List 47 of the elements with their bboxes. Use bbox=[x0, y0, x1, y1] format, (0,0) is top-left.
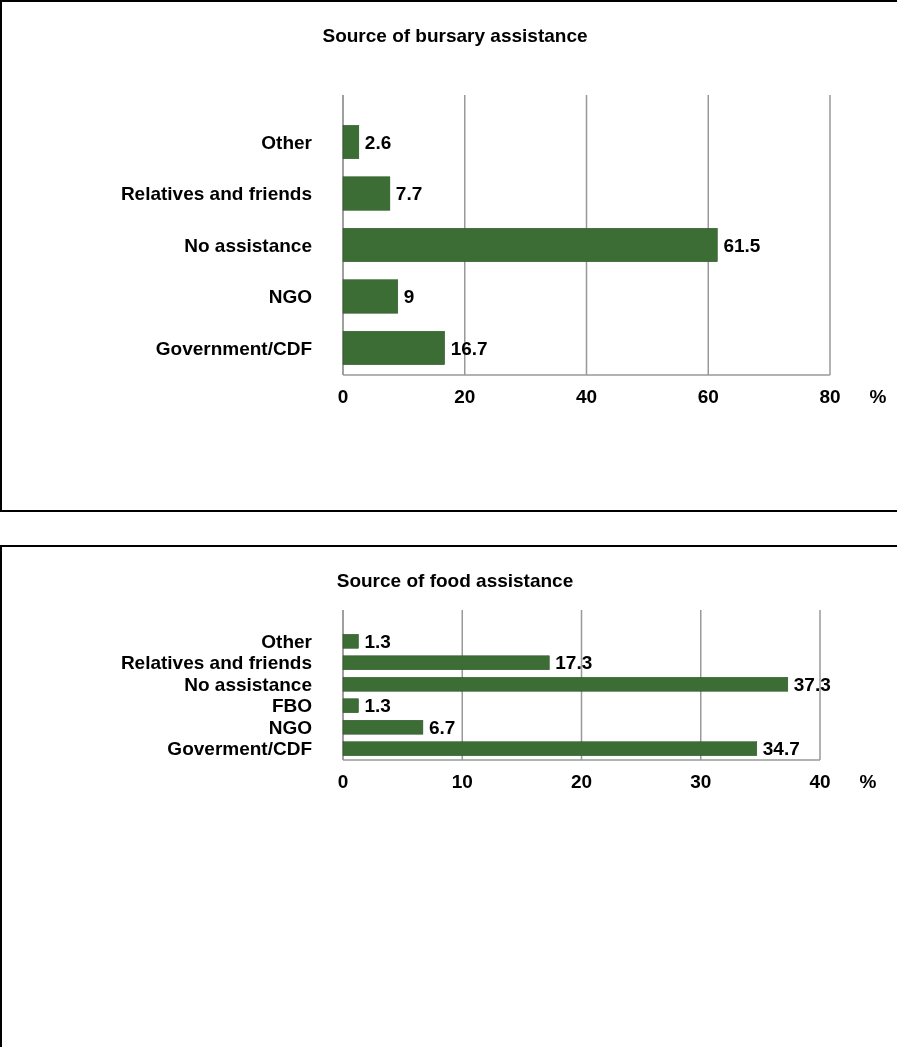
bar bbox=[342, 125, 360, 160]
x-tick-label: 10 bbox=[451, 771, 473, 792]
data-label: 16.7 bbox=[450, 337, 488, 359]
x-tick-label: 60 bbox=[697, 386, 719, 407]
bar bbox=[342, 677, 789, 692]
bar bbox=[342, 698, 359, 713]
data-label: 61.5 bbox=[723, 234, 761, 256]
data-label: 34.7 bbox=[762, 738, 800, 760]
y-tick-label: FBO bbox=[271, 695, 312, 717]
y-tick-label: Other bbox=[261, 630, 313, 652]
y-tick-label: Relatives and friends bbox=[120, 183, 312, 205]
bar bbox=[342, 634, 359, 649]
x-tick-label: 0 bbox=[337, 771, 349, 792]
data-label: 6.7 bbox=[428, 716, 456, 738]
y-tick-label: Other bbox=[261, 131, 313, 153]
x-tick-label: 0 bbox=[337, 386, 349, 407]
data-label: 17.3 bbox=[555, 652, 593, 674]
data-label: 1.3 bbox=[364, 695, 391, 717]
y-tick-label: Government/CDF bbox=[155, 337, 312, 359]
x-tick-label: 80 bbox=[819, 386, 841, 407]
y-tick-label: NGO bbox=[268, 716, 312, 738]
y-tick-label: Relatives and friends bbox=[120, 652, 312, 674]
y-tick-label: NGO bbox=[268, 286, 312, 308]
x-tick-label: 40 bbox=[575, 386, 598, 407]
x-tick-label: 30 bbox=[690, 771, 712, 792]
data-label: 7.7 bbox=[395, 183, 423, 205]
data-label: 9 bbox=[403, 286, 415, 308]
bar bbox=[342, 176, 391, 211]
bar bbox=[342, 655, 550, 670]
data-label: 1.3 bbox=[364, 630, 391, 652]
bar bbox=[342, 279, 399, 314]
bar bbox=[342, 228, 718, 262]
y-tick-label: Goverment/CDF bbox=[167, 738, 312, 760]
bar bbox=[342, 330, 445, 365]
data-label: 37.3 bbox=[793, 673, 831, 695]
x-tick-label: 20 bbox=[454, 386, 476, 407]
x-tick-label: 20 bbox=[570, 771, 593, 792]
data-label: 2.6 bbox=[364, 131, 392, 153]
chart-title: Source of bursary assistance bbox=[322, 25, 588, 46]
x-axis-title: % bbox=[869, 386, 887, 407]
bar bbox=[342, 720, 424, 735]
bar bbox=[342, 741, 758, 756]
y-tick-label: No assistance bbox=[184, 673, 312, 695]
x-tick-label: 40 bbox=[809, 771, 831, 792]
x-axis-title: % bbox=[859, 771, 877, 792]
y-tick-label: No assistance bbox=[184, 234, 312, 256]
chart-title: Source of food assistance bbox=[336, 570, 574, 591]
